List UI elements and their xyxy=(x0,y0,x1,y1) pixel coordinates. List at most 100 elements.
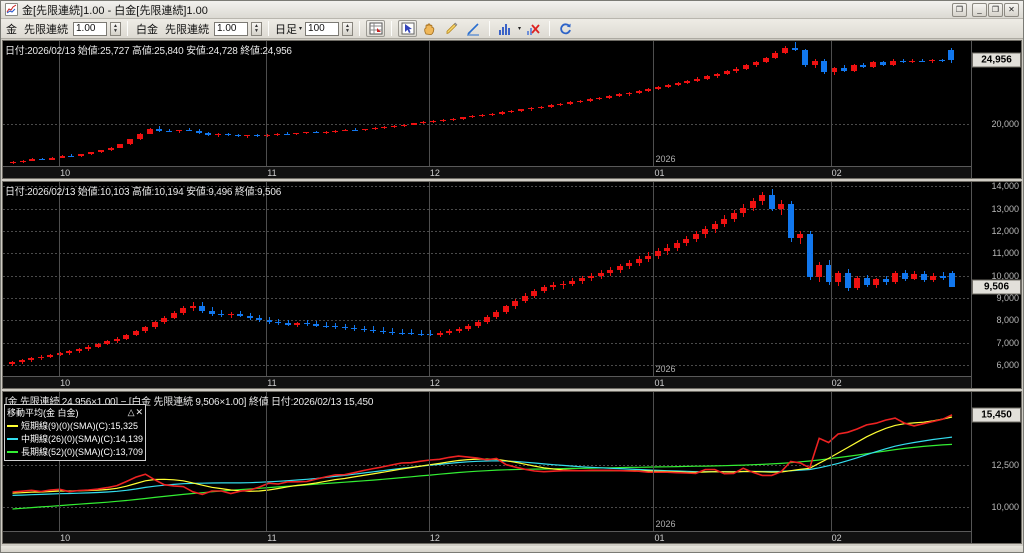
gold-plot-area[interactable]: 日付:2026/02/13 始値:25,727 高値:25,840 安値:24,… xyxy=(3,41,971,178)
candle-body xyxy=(792,47,798,51)
price-axis-label: 10,000 xyxy=(991,271,1019,281)
candle-body xyxy=(205,133,211,135)
candle-body xyxy=(342,327,348,329)
candle-body xyxy=(323,131,329,133)
candle-body xyxy=(753,61,759,66)
grid-vertical-line xyxy=(831,41,832,166)
grid-vertical-line xyxy=(429,182,430,376)
bar-indicator-dropdown-icon[interactable]: ▾ xyxy=(518,26,522,32)
candle-body xyxy=(430,121,436,123)
candle-body xyxy=(39,158,45,160)
symbol1-contract-label[interactable]: 先限連続 xyxy=(24,23,68,36)
hand-pan-icon[interactable] xyxy=(420,20,439,37)
refresh-icon[interactable] xyxy=(556,20,575,37)
platinum-price-axis[interactable]: 14,000 13,000 12,000 11,000 10,000 9,000 8,000… xyxy=(971,182,1021,388)
candle-body xyxy=(528,108,534,110)
close-button[interactable]: ✕ xyxy=(1004,2,1019,17)
x-axis-tick-label: 11 xyxy=(267,168,277,178)
toolbar-separator xyxy=(549,21,551,36)
symbol2-ratio-input[interactable]: 1.00 xyxy=(214,21,248,36)
x-axis-tick-label: 11 xyxy=(267,533,277,543)
grid-vertical-line xyxy=(59,182,60,376)
symbol2-ratio-stepper[interactable]: ▲ ▼ xyxy=(251,21,262,36)
candle-body xyxy=(797,233,803,238)
candle-body xyxy=(147,128,153,134)
candle-body xyxy=(902,272,908,279)
grid-line xyxy=(3,276,971,277)
candle-body xyxy=(98,150,104,153)
stepper-up-icon: ▲ xyxy=(254,22,259,29)
candle-body xyxy=(469,116,475,118)
x-axis: 10 11 12 01 02 xyxy=(3,531,971,543)
symbol1-ratio-input[interactable]: 1.00 xyxy=(73,21,107,36)
panel-gold-chart[interactable]: 日付:2026/02/13 始値:25,727 高値:25,840 安値:24,… xyxy=(2,40,1022,179)
bar-indicator-icon[interactable] xyxy=(496,20,515,37)
candle-body xyxy=(117,144,123,148)
symbol2-contract-label[interactable]: 先限連続 xyxy=(165,23,209,36)
candle-body xyxy=(49,157,55,160)
candle-wick xyxy=(221,309,222,318)
candle-body xyxy=(247,315,253,318)
candle-body xyxy=(199,305,205,311)
spread-plot-area[interactable]: [金 先限連続 24,956×1.00] − [白金 先限連続 9,506×1.… xyxy=(3,392,971,543)
candle-body xyxy=(399,332,405,334)
candle-body xyxy=(880,62,886,65)
trendline-pen-icon[interactable] xyxy=(464,20,483,37)
candle-body xyxy=(440,119,446,122)
toolbar-separator xyxy=(489,21,491,36)
restore-window-button[interactable]: ❐ xyxy=(952,2,967,17)
candle-body xyxy=(127,139,133,145)
bars-count-input[interactable]: 100 xyxy=(305,21,340,36)
candle-body xyxy=(460,117,466,119)
period-select[interactable]: 日足 ▾ xyxy=(275,22,302,36)
candle-body xyxy=(831,68,837,72)
grid-line xyxy=(3,365,971,366)
candle-body xyxy=(28,358,34,361)
grid-vertical-line xyxy=(429,392,430,531)
bars-count-stepper[interactable]: ▲ ▼ xyxy=(342,21,354,36)
candle-body xyxy=(845,273,851,288)
candle-body xyxy=(489,113,495,116)
panel-spread-chart[interactable]: [金 先限連続 24,956×1.00] − [白金 先限連続 9,506×1.… xyxy=(2,391,1022,544)
candle-body xyxy=(484,317,490,323)
panel-platinum-chart[interactable]: 日付:2026/02/13 始値:10,103 高値:10,194 安値:9,4… xyxy=(2,181,1022,389)
candle-body xyxy=(78,154,84,157)
candle-body xyxy=(218,313,224,316)
crosshair-cursor-icon[interactable] xyxy=(366,20,386,37)
symbol1-label: 金 xyxy=(6,23,17,36)
platinum-plot-area[interactable]: 日付:2026/02/13 始値:10,103 高値:10,194 安値:9,4… xyxy=(3,182,971,388)
gold-price-axis[interactable]: 20,000 24,956 xyxy=(971,41,1021,178)
candle-body xyxy=(235,135,241,137)
symbol1-ratio-stepper[interactable]: ▲ ▼ xyxy=(110,21,121,36)
legend-collapse-icon[interactable]: △ xyxy=(127,407,135,417)
delete-drawing-icon[interactable] xyxy=(524,20,543,37)
price-axis-label: 9,000 xyxy=(996,293,1019,303)
grid-line xyxy=(3,465,971,466)
candle-body xyxy=(522,295,528,301)
price-axis-label: 12,000 xyxy=(991,226,1019,236)
legend-close-icon[interactable]: ✕ xyxy=(135,407,144,417)
candle-body xyxy=(763,57,769,62)
minimize-button[interactable]: _ xyxy=(972,2,987,17)
moving-average-legend[interactable]: 移動平均(金 白金) △ ✕ 短期線(9)(0)(SMA)(C):15,325 … xyxy=(4,404,147,461)
candle-body xyxy=(750,201,756,208)
candle-body xyxy=(137,133,143,140)
spread-value-axis[interactable]: 12,500 10,000 15,450 xyxy=(971,392,1021,543)
candle-body xyxy=(807,233,813,277)
candle-body xyxy=(588,276,594,279)
x-axis-year-label: 2026 xyxy=(655,364,676,374)
candle-body xyxy=(176,130,182,132)
x-axis: 10 11 12 01 02 xyxy=(3,166,971,178)
pencil-draw-icon[interactable] xyxy=(442,20,461,37)
select-arrow-icon[interactable] xyxy=(398,20,418,37)
candle-body xyxy=(225,133,231,135)
candle-body xyxy=(215,133,221,135)
toolbar-separator xyxy=(391,21,393,36)
candle-body xyxy=(156,128,162,131)
candle-body xyxy=(769,195,775,209)
candle-wick xyxy=(218,133,219,137)
candle-wick xyxy=(392,327,393,335)
maximize-button[interactable]: ❐ xyxy=(988,2,1003,17)
candle-body xyxy=(665,85,671,87)
price-axis-label: 14,000 xyxy=(991,181,1019,191)
